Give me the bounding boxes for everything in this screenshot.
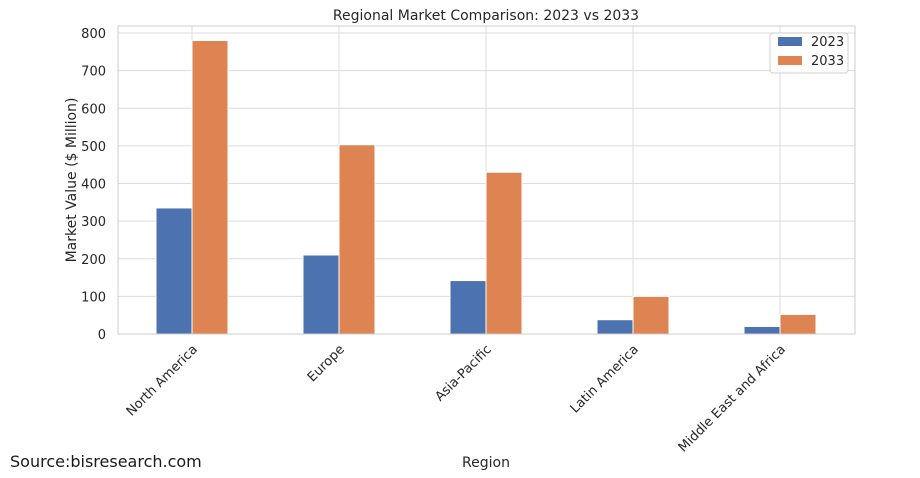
bars <box>155 40 817 335</box>
x-tick-label: Middle East and Africa <box>676 342 789 455</box>
y-tick-label: 600 <box>81 102 106 117</box>
bar-2023-europe <box>302 254 340 335</box>
bar-2033-asia-pacific <box>485 171 523 335</box>
plot-frame <box>117 25 856 335</box>
bar-2023-middle-east-and-africa <box>743 325 781 335</box>
bar-2023-asia-pacific <box>449 280 487 335</box>
x-tick-labels: North America Europe Asia-Pacific Latin Ame… <box>124 342 789 455</box>
bar-2023-north-america <box>155 207 193 335</box>
chart-title: Regional Market Comparison: 2023 vs 2033 <box>333 8 639 24</box>
x-tick-label: North America <box>124 342 201 419</box>
x-tick-label: Asia-Pacific <box>432 342 494 404</box>
y-axis-label: Market Value ($ Million) <box>64 98 80 263</box>
bar-2033-latin-america <box>632 295 670 335</box>
y-tick-label: 300 <box>81 215 106 230</box>
y-tick-label: 400 <box>81 178 106 193</box>
bar-2033-north-america <box>191 40 229 335</box>
x-tick-label: Latin America <box>568 342 642 416</box>
legend-swatch-2023 <box>778 37 802 46</box>
bar-2033-europe <box>338 144 376 335</box>
bar-2023-latin-america <box>596 319 634 335</box>
legend-label-2023: 2023 <box>811 35 844 50</box>
y-tick-label: 200 <box>81 253 106 268</box>
source-credit: Source:bisresearch.com <box>10 452 202 471</box>
y-tick-labels: 0 100 200 300 400 500 600 700 800 <box>81 27 106 343</box>
y-tick-label: 700 <box>81 65 106 80</box>
bar-2033-middle-east-and-africa <box>779 313 817 335</box>
legend: 2023 2033 <box>769 32 849 74</box>
y-tick-label: 0 <box>98 328 106 343</box>
y-tick-label: 800 <box>81 27 106 42</box>
y-tick-label: 100 <box>81 290 106 305</box>
x-axis-label: Region <box>462 455 510 471</box>
legend-label-2033: 2033 <box>811 54 844 69</box>
legend-swatch-2033 <box>778 56 802 65</box>
y-tick-label: 500 <box>81 140 106 155</box>
x-tick-label: Europe <box>305 342 348 385</box>
